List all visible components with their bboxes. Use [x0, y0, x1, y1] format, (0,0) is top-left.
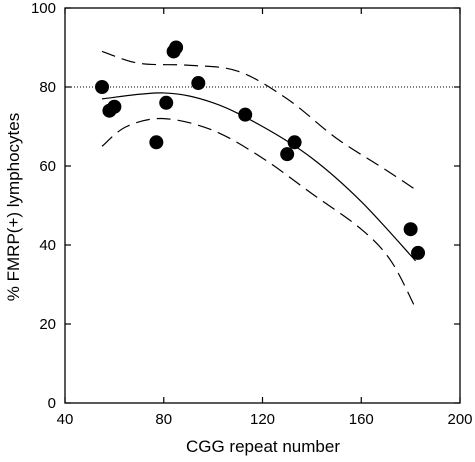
data-point	[169, 40, 184, 55]
x-axis-label: CGG repeat number	[186, 437, 340, 456]
confidence-upper-curve	[101, 50, 416, 191]
y-tick-label: 100	[31, 0, 56, 17]
x-tick-label: 80	[155, 411, 172, 428]
y-tick-label: 40	[39, 237, 56, 254]
data-point	[287, 135, 302, 150]
curve-layer	[65, 50, 460, 309]
data-point	[411, 245, 426, 260]
data-point	[95, 80, 110, 94]
data-point	[403, 222, 418, 237]
data-point	[159, 95, 174, 110]
y-tick-label: 60	[39, 158, 56, 175]
data-point	[107, 99, 122, 114]
data-point	[280, 147, 295, 162]
data-point	[149, 135, 164, 150]
point-layer	[95, 40, 426, 260]
x-tick-label: 120	[250, 411, 275, 428]
y-tick-label: 80	[39, 79, 56, 96]
y-axis-label: % FMRP(+) lymphocytes	[4, 113, 23, 301]
y-tick-label: 20	[39, 316, 56, 333]
x-tick-label: 40	[57, 411, 74, 428]
axes-layer: 40 80 120 160 200 0 20 40 60 80 100	[31, 0, 473, 428]
plot-frame	[64, 7, 461, 404]
x-tick-label: 200	[447, 411, 472, 428]
x-tick-label: 160	[349, 411, 374, 428]
y-tick-label: 0	[48, 395, 56, 412]
fit-curve	[101, 92, 417, 262]
confidence-lower-curve	[101, 117, 417, 309]
data-point	[238, 107, 253, 122]
data-point	[191, 76, 206, 91]
